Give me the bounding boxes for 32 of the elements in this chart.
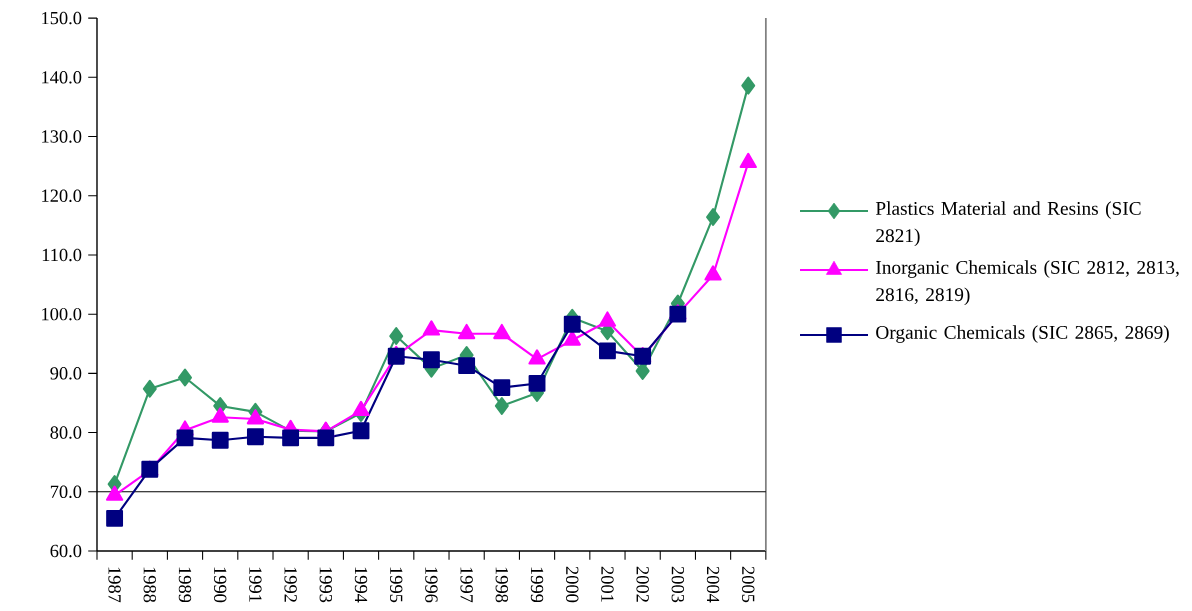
y-tick-label: 90.0 [50, 367, 82, 380]
legend-label: Inorganic Chemicals (SIC 2812, 2813, 2816, 2819) [876, 260, 1179, 306]
x-tick-label: 1991 [249, 567, 262, 602]
y-tick-label: 70.0 [50, 485, 82, 499]
x-tick-label: 1996 [425, 567, 438, 603]
x-tick-label: 1994 [354, 567, 368, 603]
x-tick-label: 2000 [566, 566, 579, 603]
y-tick-label: 60.0 [50, 544, 82, 558]
x-tick-label: 2001 [601, 566, 614, 602]
x-tick-label: 1987 [108, 567, 121, 603]
legend-label: Organic Chemicals (SIC 2865, 2869) [876, 325, 1169, 343]
y-tick-label: 80.0 [50, 426, 82, 439]
x-tick-label: 1988 [143, 567, 157, 603]
x-tick-label: 2005 [742, 566, 755, 603]
x-tick-label: 1997 [460, 567, 473, 603]
y-tick-label: 100.0 [42, 307, 82, 321]
x-tick-label: 1990 [213, 567, 227, 603]
y-tick-label: 140.0 [42, 71, 82, 84]
x-tick-label: 1995 [390, 567, 403, 603]
x-tick-label: 1999 [530, 567, 544, 603]
y-tick-label: 150.0 [42, 11, 82, 25]
x-tick-label: 2003 [671, 566, 685, 603]
x-tick-label: 2002 [636, 566, 649, 602]
x-tick-label: 1998 [495, 567, 509, 603]
legend-label: Plastics Material and Resins (SIC 2821) [875, 201, 1141, 247]
x-tick-label: 2004 [706, 566, 720, 603]
y-tick-label: 110.0 [42, 248, 82, 262]
x-tick-label: 1992 [284, 567, 297, 602]
y-tick-label: 120.0 [42, 189, 82, 202]
x-tick-label: 1993 [319, 567, 332, 603]
x-tick-label: 1989 [178, 567, 192, 603]
y-tick-label: 130.0 [42, 130, 82, 143]
